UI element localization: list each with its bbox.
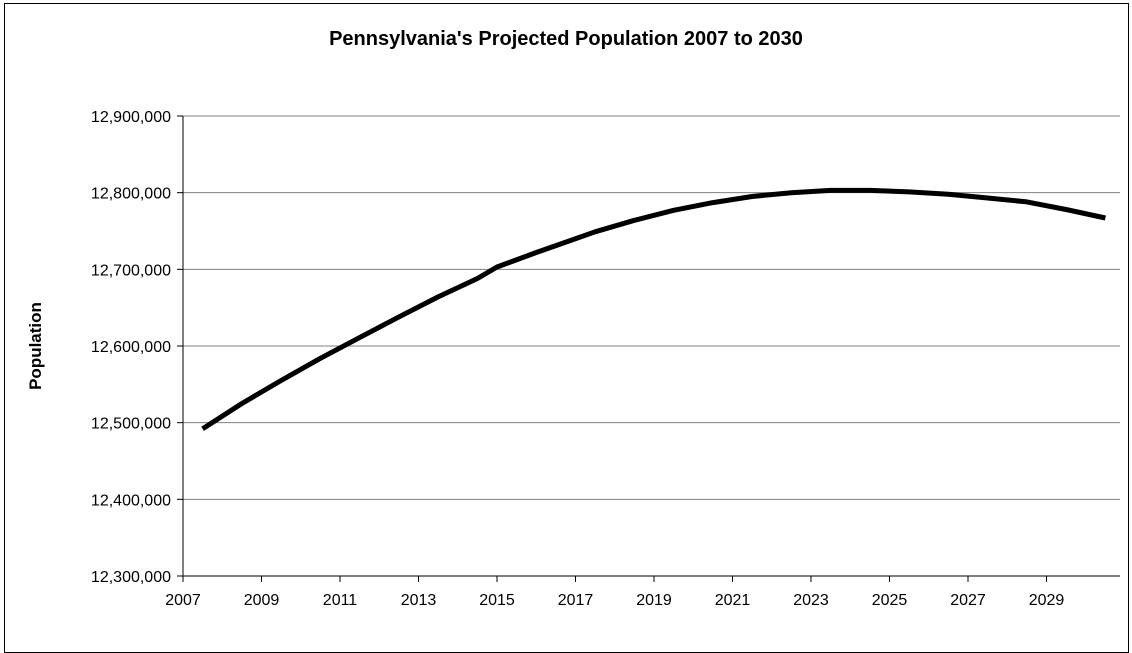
x-tick-label: 2011 <box>323 592 358 609</box>
gridlines <box>183 115 1120 500</box>
x-tick-labels: 2007 2009 2011 2013 2015 2017 2019 2021 2023 2025… <box>165 592 1064 609</box>
y-axis-label: Population <box>26 302 45 390</box>
x-tick-label: 2013 <box>401 592 437 609</box>
x-tick-label: 2009 <box>244 592 280 609</box>
x-tick-label: 2023 <box>793 592 829 609</box>
x-tick-label: 2025 <box>872 592 908 609</box>
y-tick-label: 12,600,000 <box>91 339 171 356</box>
population-series-line <box>201 187 1106 431</box>
x-tick-label: 2007 <box>165 592 201 609</box>
y-tick-label: 12,800,000 <box>91 186 171 203</box>
y-tick-label: 12,500,000 <box>91 416 171 433</box>
y-tick-label: 12,400,000 <box>91 492 171 509</box>
series-layer <box>201 187 1106 431</box>
y-tick-label: 12,700,000 <box>91 262 171 279</box>
y-tick-labels: 12,300,000 12,400,000 12,500,000 12,600,000… <box>91 109 171 586</box>
y-tick-label: 12,300,000 <box>91 569 171 586</box>
chart-frame <box>4 3 1129 653</box>
x-tick-label: 2027 <box>950 592 986 609</box>
axes <box>177 115 1120 582</box>
x-tick-label: 2029 <box>1029 592 1065 609</box>
chart-title: Pennsylvania's Projected Population 2007… <box>329 28 803 50</box>
y-tick-label: 12,900,000 <box>91 109 171 126</box>
x-tick-label: 2017 <box>558 592 594 609</box>
x-tick-label: 2015 <box>479 592 515 609</box>
x-tick-label: 2019 <box>636 592 672 609</box>
x-tick-label: 2021 <box>715 592 751 609</box>
